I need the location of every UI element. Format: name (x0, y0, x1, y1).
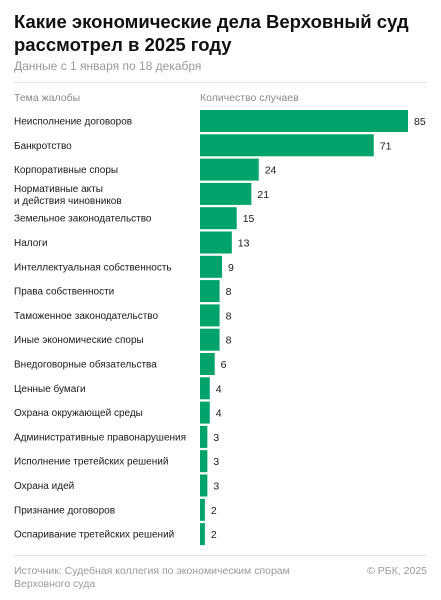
chart-title: Какие экономические дела Верховный суд р… (14, 11, 409, 55)
category-label: Охрана окружающей среды (14, 408, 143, 419)
header-divider (14, 82, 427, 83)
value-label: 6 (221, 359, 227, 371)
category-label: Банкротство (14, 141, 72, 152)
value-label: 85 (414, 116, 426, 128)
bar (200, 304, 220, 327)
source-line-1: Источник: Судебная коллегия по экономиче… (14, 565, 290, 577)
bar (200, 280, 220, 303)
category-label: Исполнение третейских решений (14, 457, 168, 468)
bar (200, 425, 208, 448)
value-column-header: Количество случаев (200, 92, 299, 104)
value-label: 3 (213, 481, 219, 493)
bar (200, 523, 205, 546)
category-label: Права собственности (14, 286, 114, 298)
category-label: Неисполнение договоров (14, 117, 132, 128)
category-column-header: Тема жалобы (14, 92, 81, 104)
value-label: 3 (213, 456, 219, 468)
bar (200, 401, 210, 424)
value-label: 71 (380, 140, 392, 152)
category-label: Земельное законодательство (14, 214, 152, 225)
footer-divider (14, 555, 427, 556)
category-label: Налоги (14, 238, 48, 249)
bar (200, 231, 232, 254)
value-label: 2 (211, 505, 217, 517)
value-label: 3 (213, 432, 219, 444)
value-label: 15 (243, 213, 255, 225)
category-label: Признание договоров (14, 505, 115, 516)
bar (200, 377, 210, 400)
bar (200, 328, 220, 351)
value-label: 9 (228, 262, 234, 274)
category-label: Ценные бумаги (14, 383, 86, 395)
category-label: Административные правонарушения (14, 432, 186, 443)
bar (200, 134, 374, 157)
bar (200, 450, 208, 473)
value-label: 8 (226, 335, 232, 347)
value-label: 24 (265, 165, 277, 177)
value-label: 4 (216, 383, 222, 395)
copyright: © РБК, 2025 (367, 565, 427, 577)
bar (200, 498, 205, 521)
category-label: Охрана идей (14, 481, 74, 492)
value-label: 2 (211, 529, 217, 541)
category-label: Иные экономические споры (14, 335, 144, 346)
value-label: 8 (226, 310, 232, 322)
category-label: Таможенное законодательство (14, 311, 159, 322)
source-note: Источник: Судебная коллегия по экономиче… (14, 565, 314, 590)
bar (200, 158, 259, 181)
chart-subtitle: Данные с 1 января по 18 декабря (14, 59, 202, 73)
bar (200, 110, 408, 132)
category-label: Корпоративные споры (14, 165, 118, 176)
category-label: Интеллектуальная собственность (14, 261, 172, 273)
bar (200, 182, 252, 205)
category-label: Оспаривание третейских решений (14, 530, 174, 541)
category-label: Внедоговорные обязательства (14, 359, 157, 371)
value-label: 4 (216, 408, 222, 420)
source-line-2: Верховного суда (14, 577, 96, 590)
value-label: 13 (238, 238, 250, 250)
value-label: 8 (226, 286, 232, 298)
category-label: Нормативные акты и действия чиновников (14, 184, 122, 207)
bar (200, 353, 215, 375)
bar (200, 207, 237, 230)
bar (200, 474, 208, 497)
value-label: 21 (257, 189, 269, 201)
bar (200, 255, 223, 278)
